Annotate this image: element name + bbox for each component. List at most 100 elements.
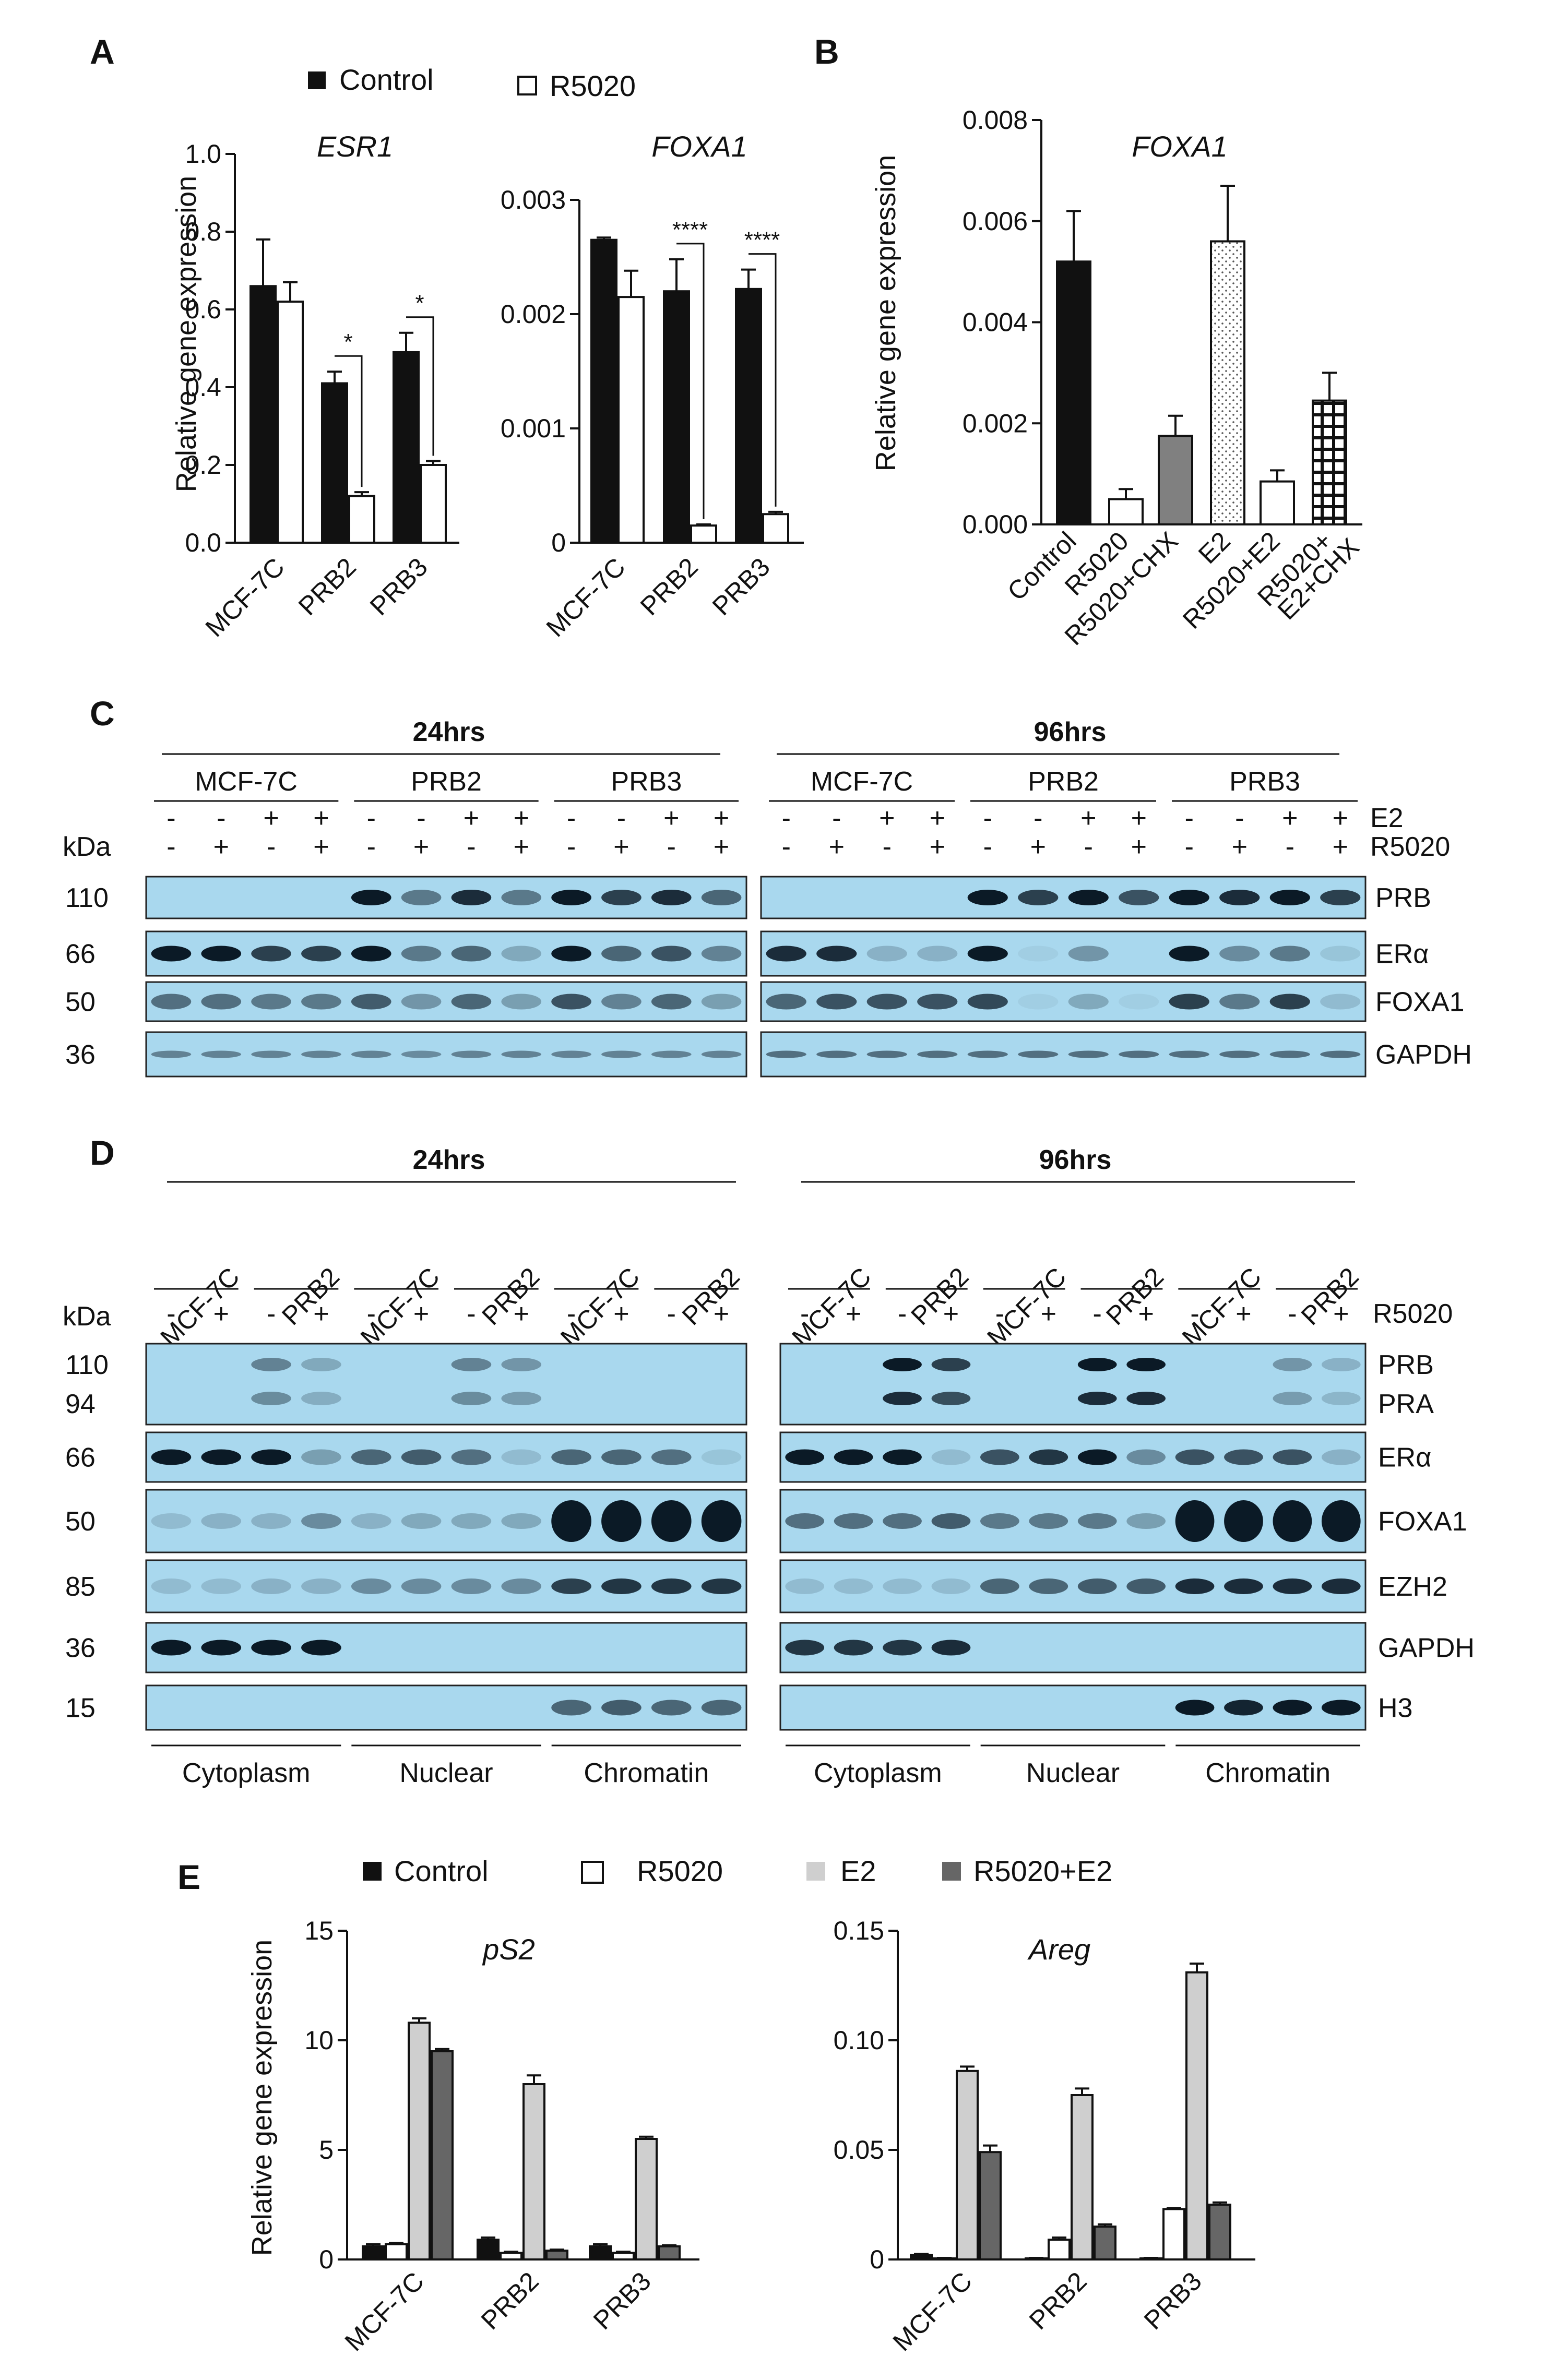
panel-d-cell-line-label: PRB2 xyxy=(905,1262,974,1331)
panel-d-r5020-sign: + xyxy=(313,1299,329,1329)
panel-d-r5020-sign: - xyxy=(1190,1299,1199,1329)
panel-c-e2-sign: + xyxy=(714,803,729,833)
panel-d-r5020-sign: - xyxy=(898,1299,907,1329)
panel-d-band-prb xyxy=(301,1358,341,1371)
panel-d-band xyxy=(883,1640,922,1656)
panel-a-axis-y-tick-label: 0.001 xyxy=(501,414,566,443)
panel-c-band xyxy=(701,890,742,905)
panel-c-e2-sign: - xyxy=(567,803,576,833)
panel-d-fraction-label: Cytoplasm xyxy=(182,1758,311,1788)
panel-c-band xyxy=(551,994,591,1010)
panel-d-band xyxy=(1273,1449,1312,1465)
panel-a-significance-label: * xyxy=(343,329,352,355)
panel-c-group-label: PRB2 xyxy=(1028,767,1099,797)
panel-c-blot-strip xyxy=(145,930,747,977)
panel-c-band xyxy=(601,890,642,905)
panel-c-e2-sign: + xyxy=(930,803,945,833)
panel-c-band xyxy=(816,946,857,962)
panel-label-c: C xyxy=(90,694,115,733)
panel-c-r5020-sign: + xyxy=(613,832,629,862)
panel-d-band xyxy=(1077,1449,1117,1465)
panel-c-r5020-sign: - xyxy=(167,832,175,862)
panel-d-band xyxy=(931,1640,971,1656)
panel-a-category-label: PRB2 xyxy=(293,552,362,621)
panel-d-band xyxy=(251,1578,291,1594)
panel-e-axis-y-tick-label: 10 xyxy=(304,2026,334,2055)
panel-c-band xyxy=(1068,994,1109,1010)
panel-c-e2-sign: - xyxy=(417,803,425,833)
legend-swatch-control xyxy=(308,71,326,89)
panel-e-bar xyxy=(545,2250,568,2261)
panel-d-kda-value: 94 xyxy=(65,1389,96,1419)
panel-d-band xyxy=(301,1640,341,1656)
panel-c-e2-label: E2 xyxy=(1370,803,1404,833)
panel-c-r5020-sign: - xyxy=(667,832,676,862)
panel-a-category-label: PRB2 xyxy=(635,552,704,621)
panel-a-legend: Control R5020 xyxy=(308,63,636,102)
panel-c-e2-sign: + xyxy=(879,803,895,833)
panel-d-band xyxy=(1273,1500,1312,1542)
panel-c-band xyxy=(151,994,192,1010)
panel-a-category-label: PRB3 xyxy=(707,552,776,621)
panel-d-band xyxy=(883,1513,922,1529)
panel-d-band xyxy=(980,1578,1019,1594)
panel-e-axis-y-tick-label: 5 xyxy=(319,2135,334,2164)
panel-c-blot-strip xyxy=(760,1031,1367,1078)
panel-d-band xyxy=(501,1513,542,1529)
panel-c-band xyxy=(1169,1050,1209,1058)
panel-d-blot-strip xyxy=(779,1489,1367,1553)
panel-d-blot-strip xyxy=(779,1343,1367,1426)
panel-a-category-label: MCF-7C xyxy=(541,552,631,642)
panel-d-r5020-label: R5020 xyxy=(1373,1299,1453,1329)
panel-c-band xyxy=(766,946,806,962)
panel-c-band xyxy=(351,994,391,1010)
panel-d-r5020-sign: + xyxy=(943,1299,959,1329)
panel-d-band xyxy=(701,1449,742,1465)
panel-c-band xyxy=(866,946,907,962)
panel-c-band xyxy=(1219,890,1260,905)
panel-d-band xyxy=(1126,1578,1166,1594)
panel-b-chart: 0.0000.0020.0040.0060.008ControlR5020R50… xyxy=(963,105,1365,651)
panel-c-band xyxy=(401,946,442,962)
panel-c-r5020-sign: - xyxy=(267,832,276,862)
panel-c-e2-sign: - xyxy=(782,803,791,833)
panel-c-e2-sign: + xyxy=(464,803,479,833)
panel-d-band xyxy=(151,1449,192,1465)
panel-d-band-pra xyxy=(251,1392,291,1405)
panel-c-r5020-sign: - xyxy=(782,832,791,862)
panel-c-band xyxy=(1320,946,1361,962)
panel-d-band xyxy=(1077,1578,1117,1594)
panel-d-cell-line-label: PRB2 xyxy=(1296,1262,1364,1331)
panel-d-band xyxy=(1224,1578,1263,1594)
panel-c-band xyxy=(1018,1050,1059,1058)
panel-d-r5020-sign: + xyxy=(714,1299,729,1329)
panel-c-band xyxy=(917,1050,958,1058)
panel-e-axis-y-tick-label: 15 xyxy=(304,1916,334,1945)
panel-e-bar xyxy=(431,2050,454,2261)
panel-d-band xyxy=(551,1500,591,1542)
panel-c-band xyxy=(601,946,642,962)
panel-c-r5020-sign: - xyxy=(983,832,992,862)
panel-c-blot-strip xyxy=(145,981,747,1022)
panel-a-axis-y-tick-label: 1.0 xyxy=(185,139,221,169)
panel-c-band xyxy=(1320,1050,1361,1058)
panel-b-axis-y-tick-label: 0.000 xyxy=(963,510,1028,539)
panel-d-band xyxy=(834,1578,873,1594)
panel-d-kda-label: kDa xyxy=(63,1301,111,1332)
panel-d-band-pra xyxy=(883,1392,922,1405)
panel-d-blot-strip xyxy=(779,1559,1367,1613)
panel-d-band xyxy=(351,1513,391,1529)
panel-e-bar xyxy=(910,2254,933,2261)
panel-a-category-label: MCF-7C xyxy=(200,552,290,642)
panel-d-protein-label: EZH2 xyxy=(1378,1572,1447,1602)
panel-b-bar xyxy=(1108,498,1144,525)
panel-d-band xyxy=(1321,1449,1361,1465)
panel-d-band xyxy=(834,1449,873,1465)
panel-d-band xyxy=(1224,1449,1263,1465)
panel-d-band xyxy=(883,1578,922,1594)
panel-c-band xyxy=(651,890,692,905)
panel-d-r5020-sign: - xyxy=(167,1299,175,1329)
panel-c-kda-value: 36 xyxy=(65,1040,96,1070)
panel-a-bar-r5020 xyxy=(762,513,789,544)
